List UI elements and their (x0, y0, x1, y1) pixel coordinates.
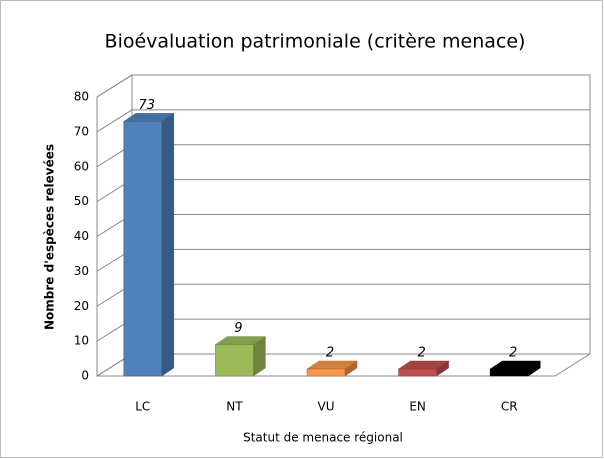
value-label: 9 (234, 321, 242, 336)
grid-line (96, 74, 590, 98)
x-tick-label: VU (318, 400, 335, 414)
bar-side (161, 112, 175, 377)
bar (306, 360, 358, 377)
y-tick-label: 80 (74, 90, 89, 104)
y-tick-label: 20 (74, 299, 89, 313)
y-axis-label: Nombre d'espèces relevées (43, 144, 57, 330)
y-tick-label: 40 (74, 229, 89, 243)
bar (214, 336, 267, 377)
bar (489, 360, 542, 377)
bar-front (306, 368, 346, 377)
value-label: 2 (326, 346, 334, 361)
value-label: 2 (509, 346, 517, 361)
bar-front (489, 368, 529, 377)
y-tick-label: 60 (74, 159, 89, 173)
bar-front (398, 368, 437, 377)
y-tick-label: 30 (74, 264, 89, 278)
value-label: 2 (417, 346, 425, 361)
bar (397, 360, 450, 377)
x-tick-label: EN (409, 400, 426, 414)
x-axis-label: Statut de menace régional (243, 431, 403, 445)
x-tick-label: CR (501, 400, 518, 414)
y-tick-label: 0 (81, 369, 89, 383)
grid-line (96, 109, 590, 133)
x-tick-label: LC (135, 400, 150, 414)
x-tick-label: NT (226, 400, 243, 414)
bar (122, 112, 175, 377)
chart-title: Bioévaluation patrimoniale (critère mena… (105, 31, 526, 53)
value-label: 73 (139, 98, 156, 113)
bar-front (123, 121, 163, 377)
bar-front (215, 344, 254, 377)
y-tick-label: 70 (74, 124, 89, 138)
y-tick-label: 50 (74, 194, 89, 208)
y-tick-label: 10 (74, 334, 89, 348)
